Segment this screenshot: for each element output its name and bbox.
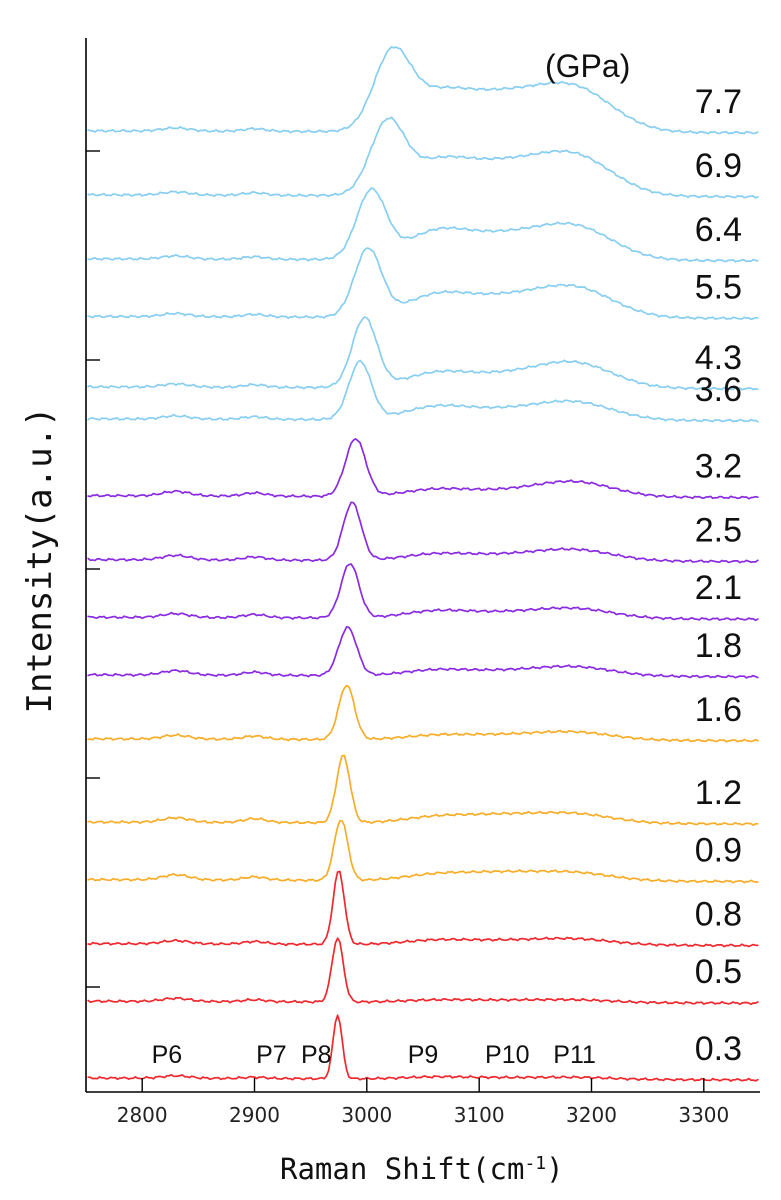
peak-label: P11	[553, 1041, 596, 1069]
pressure-label: 3.6	[695, 371, 742, 409]
pressure-label: 7.7	[695, 83, 742, 121]
peak-labels: P6 P7 P8 P9 P10 P11	[152, 1041, 596, 1069]
spectrum-line	[87, 187, 759, 263]
pressure-label: 6.9	[695, 147, 742, 185]
peak-label: P8	[301, 1041, 332, 1069]
spectrum-line	[87, 937, 759, 1006]
x-tick-label: 3000	[341, 1103, 392, 1127]
spectrum-line	[87, 754, 759, 827]
spectrum-line	[87, 625, 759, 679]
y-axis-title: Intensity(a.u.)	[20, 406, 60, 713]
left-axis-ticks	[86, 150, 100, 988]
peak-label: P10	[485, 1041, 529, 1069]
pressure-label: 1.8	[695, 627, 742, 665]
x-tick-label: 3200	[566, 1103, 617, 1127]
spectrum-line	[87, 870, 759, 948]
pressure-label: 2.5	[695, 512, 742, 550]
x-tick-label: 3300	[678, 1103, 729, 1127]
spectrum-line	[87, 563, 759, 622]
peak-label: P7	[256, 1041, 287, 1069]
pressure-unit-label: (GPa)	[545, 48, 630, 84]
x-tick-label: 3100	[454, 1103, 505, 1127]
pressure-label: 6.4	[695, 211, 742, 249]
peak-label: P9	[408, 1041, 439, 1069]
spectrum-line	[87, 247, 759, 321]
spectrum-line	[87, 501, 759, 564]
x-axis-title: Raman Shift(cm-1)	[280, 1152, 564, 1186]
x-tick-label: 2800	[117, 1103, 168, 1127]
spectrum-line	[87, 684, 759, 743]
pressure-label: 2.1	[695, 569, 742, 607]
pressure-label: 3.2	[695, 448, 742, 486]
spectrum-line	[87, 819, 759, 884]
x-tick-label: 2900	[229, 1103, 280, 1127]
pressure-labels: 0.3 0.5 0.8 0.9 1.2 1.6 1.8 2.1 2.5 3.2 3.64.3 5.5 6…	[695, 83, 742, 1068]
spectrum-line	[87, 116, 759, 199]
pressure-label: 0.9	[695, 832, 742, 870]
pressure-label: 5.5	[695, 268, 742, 306]
pressure-label: 0.5	[695, 953, 742, 991]
pressure-label: 0.3	[695, 1030, 742, 1068]
spectrum-line	[87, 316, 759, 391]
x-axis-ticks: 2800 2900 3000 3100 3200 3300	[117, 1078, 729, 1127]
pressure-label: 0.8	[695, 896, 742, 934]
spectrum-line	[87, 438, 759, 500]
pressure-label: 4.3	[695, 339, 742, 377]
spectrum-line	[87, 1014, 759, 1082]
spectrum-line	[87, 359, 759, 423]
spectra-group	[87, 46, 759, 1082]
peak-label: P6	[152, 1041, 183, 1069]
pressure-label: 1.2	[695, 774, 742, 812]
pressure-label: 1.6	[695, 691, 742, 729]
spectrum-line	[87, 46, 759, 135]
